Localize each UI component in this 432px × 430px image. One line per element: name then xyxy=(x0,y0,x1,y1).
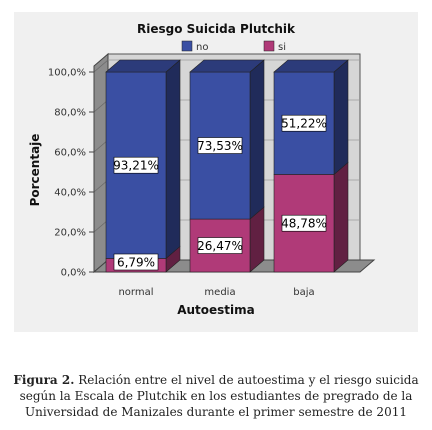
y-tick-label: 20,0% xyxy=(54,228,86,239)
caption-text: Relación entre el nivel de autoestima y … xyxy=(19,373,419,419)
x-tick-label: media xyxy=(204,287,235,298)
data-label-box xyxy=(113,156,159,174)
y-tick-label: 0,0% xyxy=(61,268,86,279)
legend-label-si: si xyxy=(278,42,286,53)
data-label-box xyxy=(281,114,327,132)
data-label-box xyxy=(113,253,159,271)
legend-swatch-no xyxy=(181,40,193,52)
gridline-side xyxy=(93,59,109,73)
y-tick-label: 80,0% xyxy=(54,108,86,119)
y-tick-label: 60,0% xyxy=(54,148,86,159)
y-axis-title: Porcentaje xyxy=(28,134,42,207)
chart-area: 0,0% 20,0% 40,0% 60,0% 80,0% 100,0% 6,79% 93,21… xyxy=(14,12,418,332)
y-tick-label: 100,0% xyxy=(48,68,86,79)
data-label-box xyxy=(197,237,243,254)
legend-label-no: no xyxy=(196,42,208,53)
data-label-no-baja: 51,22% xyxy=(281,117,327,131)
chart-title: Riesgo Suicida Plutchik xyxy=(137,22,296,36)
data-label-no-media: 73,53% xyxy=(197,139,243,153)
bar-side-no-media xyxy=(249,59,265,220)
bar-chart: 0,0% 20,0% 40,0% 60,0% 80,0% 100,0% 6,79% 93,21… xyxy=(28,22,376,317)
x-axis-title: Autoestima xyxy=(177,303,255,317)
data-label-si-baja: 48,78% xyxy=(281,217,327,231)
x-tick-label: baja xyxy=(293,287,314,298)
gridline-side xyxy=(93,219,109,233)
data-label-si-media: 26,47% xyxy=(197,239,243,253)
legend-swatch-si xyxy=(263,40,275,52)
y-tick-label: 40,0% xyxy=(54,188,86,199)
bar-side-no-baja xyxy=(333,59,349,176)
bar-side-si-baja xyxy=(333,161,349,273)
data-label-box xyxy=(281,214,327,232)
figure-caption: Figura 2. Relación entre el nivel de aut… xyxy=(0,372,432,420)
x-tick-label: normal xyxy=(118,287,153,298)
bar-top-normal xyxy=(105,59,181,73)
gridline-side xyxy=(93,139,109,153)
data-label-no-normal: 93,21% xyxy=(113,159,159,173)
bar-top-baja xyxy=(273,59,349,73)
gridline-side xyxy=(93,99,109,113)
bar-top-media xyxy=(189,59,265,73)
data-label-si-normal: 6,79% xyxy=(117,256,155,270)
caption-label: Figura 2. xyxy=(13,373,75,387)
gridline-side xyxy=(93,179,109,193)
bar-side-no-normal xyxy=(165,59,181,260)
data-label-box xyxy=(197,137,243,154)
